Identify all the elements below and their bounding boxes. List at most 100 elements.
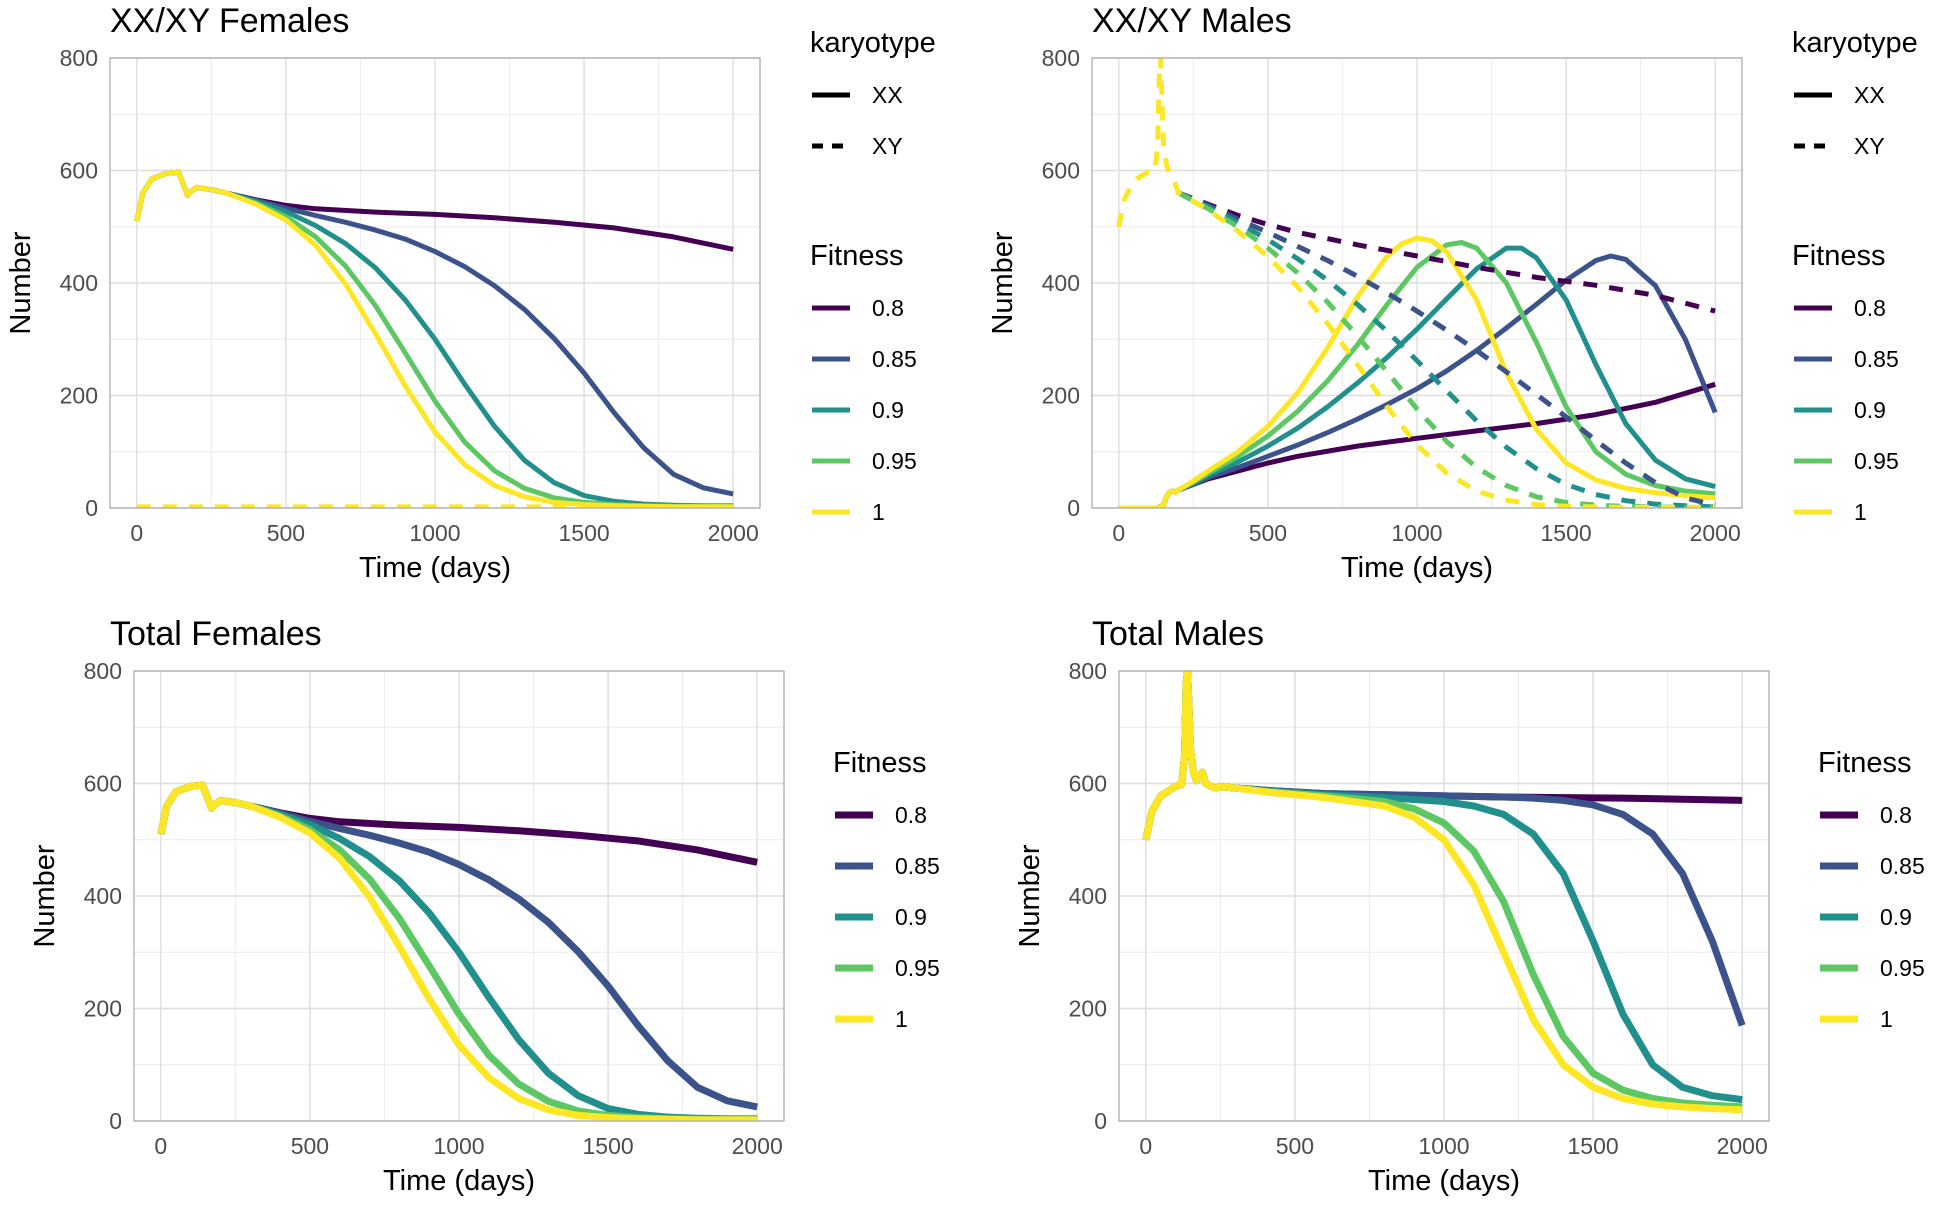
series-group <box>1116 58 1718 508</box>
legend-label-fitness: 0.8 <box>1880 802 1912 828</box>
y-tick-label: 0 <box>109 1108 122 1134</box>
x-tick-label: 500 <box>291 1133 329 1159</box>
y-tick-label: 200 <box>1069 996 1107 1022</box>
x-tick-label: 0 <box>130 520 143 546</box>
legend-label-fitness: 0.95 <box>872 448 917 474</box>
series-line-1-xy <box>1116 58 1716 508</box>
legend: Fitness 0.8 0.85 0.9 0.95 1 <box>833 747 940 1032</box>
y-tick-label: 800 <box>84 658 122 684</box>
y-tick-label: 600 <box>1069 771 1107 797</box>
y-tick-label: 400 <box>1042 270 1080 296</box>
legend-label-fitness: 0.85 <box>1854 346 1899 372</box>
grid <box>134 670 784 1122</box>
x-tick-label: 500 <box>1276 1133 1314 1159</box>
x-tick-label: 0 <box>1112 520 1125 546</box>
x-tick-label: 1000 <box>1418 1133 1469 1159</box>
legend-label-fitness: 0.95 <box>895 955 940 981</box>
legend-title-karyotype: karyotype <box>1792 27 1918 59</box>
panel-total-females: Total Females 0 500 1000 1500 2000 0 200 400 600 8… <box>29 615 940 1197</box>
x-axis-label: Time (days) <box>1341 552 1493 584</box>
series-line-0_9-xy <box>1177 190 1716 508</box>
x-tick-label: 1000 <box>1391 520 1442 546</box>
x-tick-label: 500 <box>267 520 305 546</box>
y-tick-label: 400 <box>84 883 122 909</box>
legend-label-fitness: 0.95 <box>1854 448 1899 474</box>
y-tick-label: 400 <box>60 270 98 296</box>
legend-label-xy: XY <box>872 133 903 159</box>
series-line-0_85-xy <box>1177 190 1716 508</box>
panel-title: XX/XY Females <box>110 2 349 40</box>
panel-border <box>1091 57 1743 509</box>
legend-label-fitness: 0.85 <box>872 346 917 372</box>
x-tick-label: 0 <box>1139 1133 1152 1159</box>
y-tick-label: 200 <box>60 383 98 409</box>
panel-title: Total Females <box>110 615 322 653</box>
y-tick-label: 200 <box>1042 383 1080 409</box>
y-tick-label: 0 <box>1067 495 1080 521</box>
x-tick-label: 1500 <box>1567 1133 1618 1159</box>
y-tick-label: 800 <box>1042 45 1080 71</box>
legend-label-xx: XX <box>1854 82 1885 108</box>
series-group <box>1142 671 1746 1114</box>
series-line-1-xx <box>1118 235 1716 508</box>
y-tick-label: 400 <box>1069 883 1107 909</box>
x-tick-label: 1500 <box>582 1133 633 1159</box>
y-tick-label: 800 <box>60 45 98 71</box>
legend: karyotype XX XY Fitness 0.8 0.85 0.9 0.95 1 <box>810 27 936 525</box>
panel-xxxy-females: XX/XY Females 0 500 1000 1500 2000 0 200 400 600 8… <box>5 2 936 584</box>
x-tick-label: 2000 <box>1717 1133 1768 1159</box>
panel-title: XX/XY Males <box>1092 2 1292 40</box>
x-axis-label: Time (days) <box>383 1165 535 1197</box>
x-tick-label: 1000 <box>409 520 460 546</box>
series-group <box>157 781 758 1121</box>
y-tick-label: 600 <box>84 771 122 797</box>
panel-total-males: Total Males 0 500 1000 1500 2000 0 200 400 600 800… <box>1014 615 1925 1197</box>
series-line-1 <box>157 781 758 1121</box>
y-axis-label: Number <box>29 844 61 947</box>
series-line-0_8-xy <box>1177 190 1716 314</box>
panel-xxxy-males: XX/XY Males 0 500 1000 1500 2000 0 200 400 600 800… <box>987 2 1918 584</box>
grid <box>1119 670 1769 1122</box>
y-tick-label: 200 <box>84 996 122 1022</box>
panel-border <box>109 57 761 509</box>
x-axis-label: Time (days) <box>359 552 511 584</box>
series-group <box>134 169 734 508</box>
legend-title-karyotype: karyotype <box>810 27 936 59</box>
legend-label-fitness: 0.8 <box>872 295 904 321</box>
legend-title-fitness: Fitness <box>1792 240 1885 272</box>
x-tick-label: 1000 <box>433 1133 484 1159</box>
legend-label-xy: XY <box>1854 133 1885 159</box>
panel-border <box>133 670 785 1122</box>
legend-label-fitness: 0.9 <box>895 904 927 930</box>
panel-border <box>1118 670 1770 1122</box>
legend-label-fitness: 1 <box>872 499 885 525</box>
legend-label-fitness: 1 <box>1880 1006 1893 1032</box>
legend-label-fitness: 0.95 <box>1880 955 1925 981</box>
panel-title: Total Males <box>1092 615 1264 653</box>
y-tick-label: 600 <box>1042 158 1080 184</box>
y-tick-label: 0 <box>85 495 98 521</box>
legend-label-fitness: 1 <box>1854 499 1867 525</box>
y-tick-label: 600 <box>60 158 98 184</box>
x-tick-label: 2000 <box>708 520 759 546</box>
x-tick-label: 500 <box>1249 520 1287 546</box>
x-tick-label: 1500 <box>558 520 609 546</box>
legend: Fitness 0.8 0.85 0.9 0.95 1 <box>1818 747 1925 1032</box>
legend-label-xx: XX <box>872 82 903 108</box>
x-tick-label: 0 <box>154 1133 167 1159</box>
legend-label-fitness: 0.9 <box>1854 397 1886 423</box>
x-tick-label: 2000 <box>1690 520 1741 546</box>
y-axis-label: Number <box>5 231 37 334</box>
y-axis-label: Number <box>987 231 1019 334</box>
legend-label-fitness: 1 <box>895 1006 908 1032</box>
x-axis-label: Time (days) <box>1368 1165 1520 1197</box>
legend-label-fitness: 0.8 <box>895 802 927 828</box>
legend-label-fitness: 0.9 <box>1880 904 1912 930</box>
y-tick-label: 800 <box>1069 658 1107 684</box>
legend: karyotype XX XY Fitness 0.8 0.85 0.9 0.95 1 <box>1792 27 1918 525</box>
legend-label-fitness: 0.85 <box>1880 853 1925 879</box>
legend-label-fitness: 0.9 <box>872 397 904 423</box>
series-line-0_95-xy <box>1177 190 1716 508</box>
